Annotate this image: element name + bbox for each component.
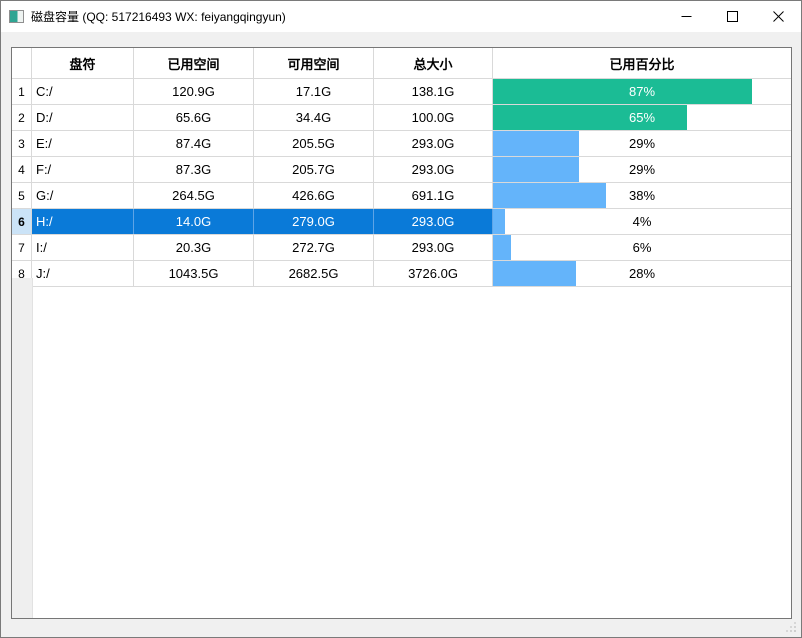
percent-cell[interactable]: 6% bbox=[493, 235, 791, 260]
corner-header-cell[interactable] bbox=[12, 48, 32, 78]
total-size-cell[interactable]: 138.1G bbox=[374, 79, 493, 104]
drive-cell[interactable]: H:/ bbox=[32, 209, 134, 234]
disk-capacity-table: 盘符 已用空间 可用空间 总大小 已用百分比 1 C:/120.9G 17.1G 13… bbox=[11, 47, 792, 619]
percent-label: 29% bbox=[628, 136, 656, 151]
total-size-cell[interactable]: 293.0G bbox=[374, 235, 493, 260]
row-number-cell[interactable]: 6 bbox=[12, 209, 32, 234]
percent-cell[interactable]: 29% bbox=[493, 131, 791, 156]
total-size-cell[interactable]: 691.1G bbox=[374, 183, 493, 208]
usage-bar bbox=[493, 209, 505, 234]
usage-bar bbox=[493, 235, 511, 260]
percent-label: 28% bbox=[628, 266, 656, 281]
percent-label: 65% bbox=[628, 110, 656, 125]
free-space-cell[interactable]: 205.7G bbox=[254, 157, 374, 182]
percent-cell[interactable]: 65% bbox=[493, 105, 791, 130]
total-size-cell[interactable]: 293.0G bbox=[374, 209, 493, 234]
used-space-cell[interactable]: 20.3G bbox=[134, 235, 254, 260]
percent-cell[interactable]: 4% bbox=[493, 209, 791, 234]
percent-cell[interactable]: 87% bbox=[493, 79, 791, 104]
drive-cell[interactable]: D:/ bbox=[32, 105, 134, 130]
percent-label: 38% bbox=[628, 188, 656, 203]
minimize-icon bbox=[681, 11, 692, 22]
used-space-cell[interactable]: 87.4G bbox=[134, 131, 254, 156]
titlebar: 磁盘容量 (QQ: 517216493 WX: feiyangqingyun) bbox=[1, 1, 801, 32]
maximize-button[interactable] bbox=[709, 1, 755, 32]
free-space-cell[interactable]: 34.4G bbox=[254, 105, 374, 130]
header-drive[interactable]: 盘符 bbox=[32, 48, 134, 78]
size-grip[interactable] bbox=[784, 620, 797, 633]
total-size-cell[interactable]: 3726.0G bbox=[374, 261, 493, 286]
row-number-cell[interactable]: 2 bbox=[12, 105, 32, 130]
drive-cell[interactable]: F:/ bbox=[32, 157, 134, 182]
drive-cell[interactable]: E:/ bbox=[32, 131, 134, 156]
usage-bar bbox=[493, 105, 687, 130]
row-header-filler bbox=[12, 278, 33, 618]
free-space-cell[interactable]: 279.0G bbox=[254, 209, 374, 234]
used-space-cell[interactable]: 87.3G bbox=[134, 157, 254, 182]
used-space-cell[interactable]: 264.5G bbox=[134, 183, 254, 208]
drive-cell[interactable]: I:/ bbox=[32, 235, 134, 260]
minimize-button[interactable] bbox=[663, 1, 709, 32]
close-button[interactable] bbox=[755, 1, 801, 32]
free-space-cell[interactable]: 205.5G bbox=[254, 131, 374, 156]
used-space-cell[interactable]: 1043.5G bbox=[134, 261, 254, 286]
header-total-size[interactable]: 总大小 bbox=[374, 48, 493, 78]
row-number-cell[interactable]: 7 bbox=[12, 235, 32, 260]
used-space-cell[interactable]: 120.9G bbox=[134, 79, 254, 104]
header-used-percent[interactable]: 已用百分比 bbox=[609, 56, 675, 72]
row-number-cell[interactable]: 3 bbox=[12, 131, 32, 156]
percent-label: 4% bbox=[632, 214, 652, 229]
table-row[interactable]: 8 J:/1043.5G 2682.5G 3726.0G 28% bbox=[12, 261, 791, 287]
total-size-cell[interactable]: 293.0G bbox=[374, 131, 493, 156]
free-space-cell[interactable]: 17.1G bbox=[254, 79, 374, 104]
usage-bar bbox=[493, 79, 753, 104]
window-controls bbox=[663, 1, 801, 32]
free-space-cell[interactable]: 272.7G bbox=[254, 235, 374, 260]
row-number-cell[interactable]: 1 bbox=[12, 79, 32, 104]
table-body: 1 C:/120.9G 17.1G 138.1G 87% 2 D:/65.6G 34.4G 10… bbox=[12, 79, 791, 287]
percent-cell[interactable]: 28% bbox=[493, 261, 791, 286]
table-row[interactable]: 7 I:/20.3G 272.7G 293.0G 6% bbox=[12, 235, 791, 261]
header-free-space[interactable]: 可用空间 bbox=[254, 48, 374, 78]
percent-cell[interactable]: 38% bbox=[493, 183, 791, 208]
row-number-cell[interactable]: 8 bbox=[12, 261, 32, 286]
maximize-icon bbox=[726, 11, 738, 22]
total-size-cell[interactable]: 100.0G bbox=[374, 105, 493, 130]
usage-bar bbox=[493, 157, 580, 182]
header-used-space[interactable]: 已用空间 bbox=[134, 48, 254, 78]
percent-label: 87% bbox=[628, 84, 656, 99]
table-row[interactable]: 1 C:/120.9G 17.1G 138.1G 87% bbox=[12, 79, 791, 105]
drive-cell[interactable]: J:/ bbox=[32, 261, 134, 286]
table-row[interactable]: 2 D:/65.6G 34.4G 100.0G 65% bbox=[12, 105, 791, 131]
table-row[interactable]: 4 F:/87.3G 205.7G 293.0G 29% bbox=[12, 157, 791, 183]
row-number-cell[interactable]: 5 bbox=[12, 183, 32, 208]
usage-bar bbox=[493, 183, 607, 208]
table-row[interactable]: 6 H:/14.0G 279.0G 293.0G 4% bbox=[12, 209, 791, 235]
window-title: 磁盘容量 (QQ: 517216493 WX: feiyangqingyun) bbox=[31, 10, 286, 24]
used-space-cell[interactable]: 65.6G bbox=[134, 105, 254, 130]
drive-cell[interactable]: C:/ bbox=[32, 79, 134, 104]
free-space-cell[interactable]: 2682.5G bbox=[254, 261, 374, 286]
table-header-row: 盘符 已用空间 可用空间 总大小 已用百分比 bbox=[12, 48, 791, 79]
usage-bar bbox=[493, 131, 580, 156]
total-size-cell[interactable]: 293.0G bbox=[374, 157, 493, 182]
percent-label: 29% bbox=[628, 162, 656, 177]
drive-cell[interactable]: G:/ bbox=[32, 183, 134, 208]
close-icon bbox=[772, 11, 784, 22]
used-space-cell[interactable]: 14.0G bbox=[134, 209, 254, 234]
table-row[interactable]: 5 G:/264.5G 426.6G 691.1G 38% bbox=[12, 183, 791, 209]
usage-bar bbox=[493, 261, 577, 286]
free-space-cell[interactable]: 426.6G bbox=[254, 183, 374, 208]
table-row[interactable]: 3 E:/87.4G 205.5G 293.0G 29% bbox=[12, 131, 791, 157]
percent-cell[interactable]: 29% bbox=[493, 157, 791, 182]
percent-label: 6% bbox=[632, 240, 652, 255]
app-icon[interactable] bbox=[9, 10, 24, 23]
row-number-cell[interactable]: 4 bbox=[12, 157, 32, 182]
